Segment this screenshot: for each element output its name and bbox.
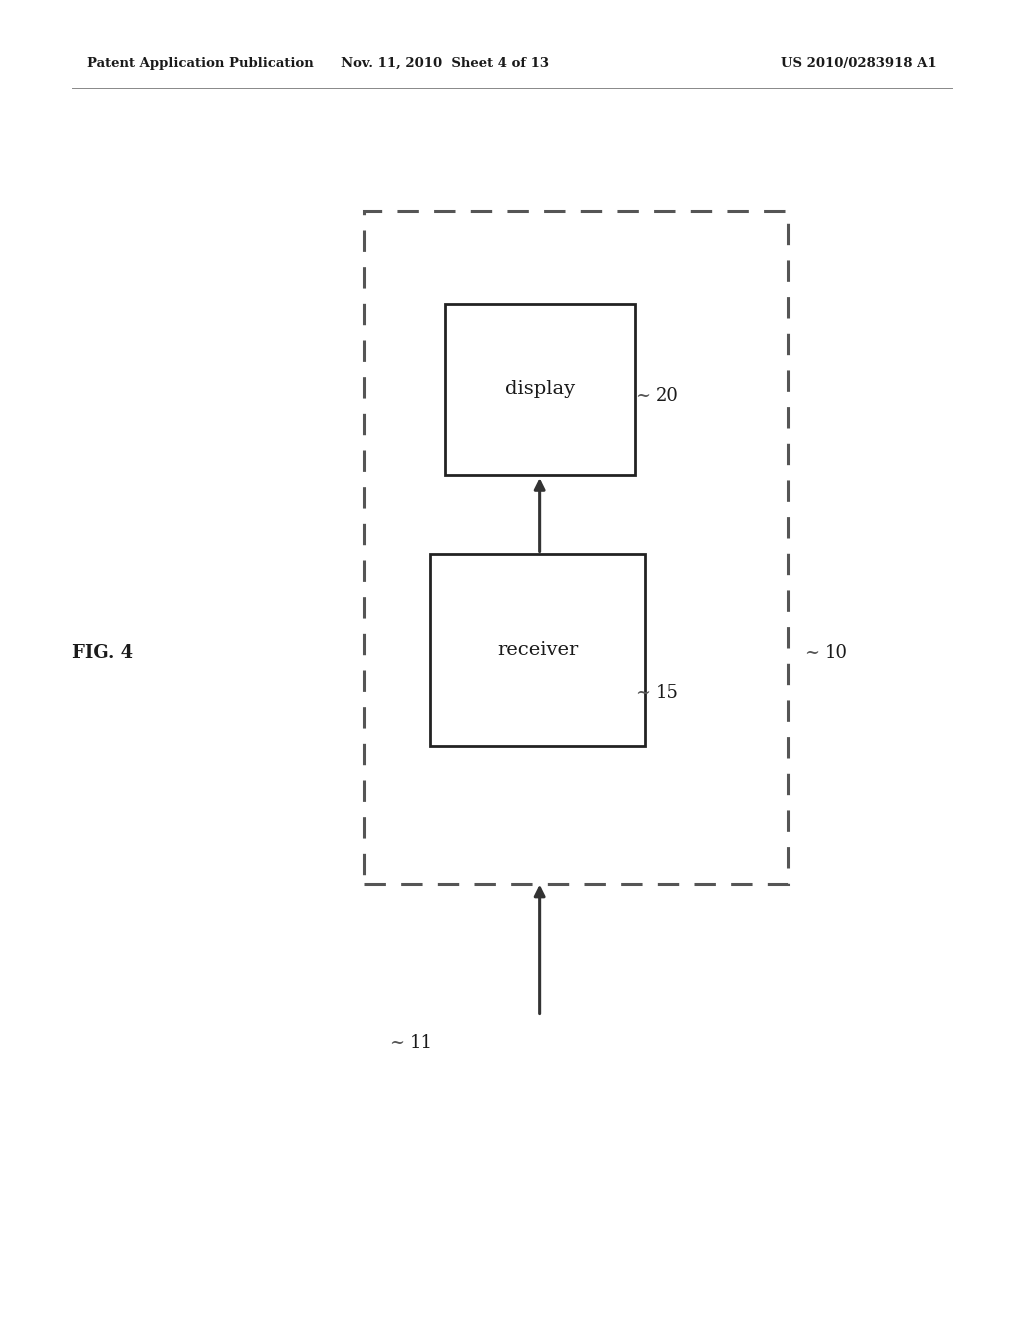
Bar [364,211,788,884]
Bar [430,554,645,746]
Text: 11: 11 [410,1034,432,1052]
Text: 15: 15 [655,684,678,702]
Text: ~: ~ [635,387,650,405]
Bar [445,304,635,475]
Text: Patent Application Publication: Patent Application Publication [87,57,313,70]
Text: ~: ~ [804,644,819,663]
Text: 20: 20 [655,387,678,405]
Text: FIG. 4: FIG. 4 [72,644,133,663]
Text: US 2010/0283918 A1: US 2010/0283918 A1 [781,57,937,70]
Text: receiver: receiver [497,642,579,659]
Text: ~: ~ [389,1034,404,1052]
Text: display: display [505,380,575,399]
Text: ~: ~ [635,684,650,702]
Text: 10: 10 [824,644,847,663]
Text: Nov. 11, 2010  Sheet 4 of 13: Nov. 11, 2010 Sheet 4 of 13 [341,57,550,70]
